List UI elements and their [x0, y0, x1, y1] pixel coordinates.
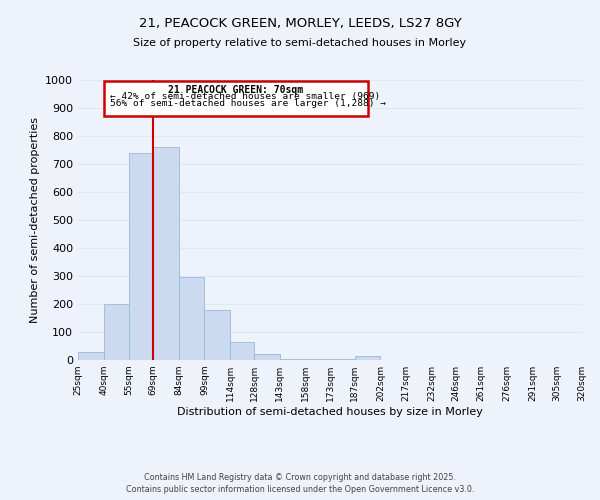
Bar	[254, 354, 280, 360]
Bar	[78, 352, 104, 360]
Bar	[104, 304, 129, 360]
FancyBboxPatch shape	[104, 82, 368, 116]
X-axis label: Distribution of semi-detached houses by size in Morley: Distribution of semi-detached houses by …	[177, 407, 483, 417]
Y-axis label: Number of semi-detached properties: Number of semi-detached properties	[29, 117, 40, 323]
Bar	[179, 278, 205, 360]
Bar	[280, 358, 305, 360]
Text: 21, PEACOCK GREEN, MORLEY, LEEDS, LS27 8GY: 21, PEACOCK GREEN, MORLEY, LEEDS, LS27 8…	[139, 18, 461, 30]
Text: 56% of semi-detached houses are larger (1,288) →: 56% of semi-detached houses are larger (…	[110, 99, 386, 108]
Bar	[355, 356, 380, 360]
Text: ← 42% of semi-detached houses are smaller (969): ← 42% of semi-detached houses are smalle…	[110, 92, 381, 101]
Text: Contains HM Land Registry data © Crown copyright and database right 2025.: Contains HM Land Registry data © Crown c…	[144, 472, 456, 482]
Text: 21 PEACOCK GREEN: 70sqm: 21 PEACOCK GREEN: 70sqm	[169, 85, 304, 95]
Bar	[205, 310, 230, 360]
Bar	[153, 147, 179, 360]
Text: Size of property relative to semi-detached houses in Morley: Size of property relative to semi-detach…	[133, 38, 467, 48]
Bar	[230, 342, 254, 360]
Text: Contains public sector information licensed under the Open Government Licence v3: Contains public sector information licen…	[126, 485, 474, 494]
Bar	[129, 153, 153, 360]
